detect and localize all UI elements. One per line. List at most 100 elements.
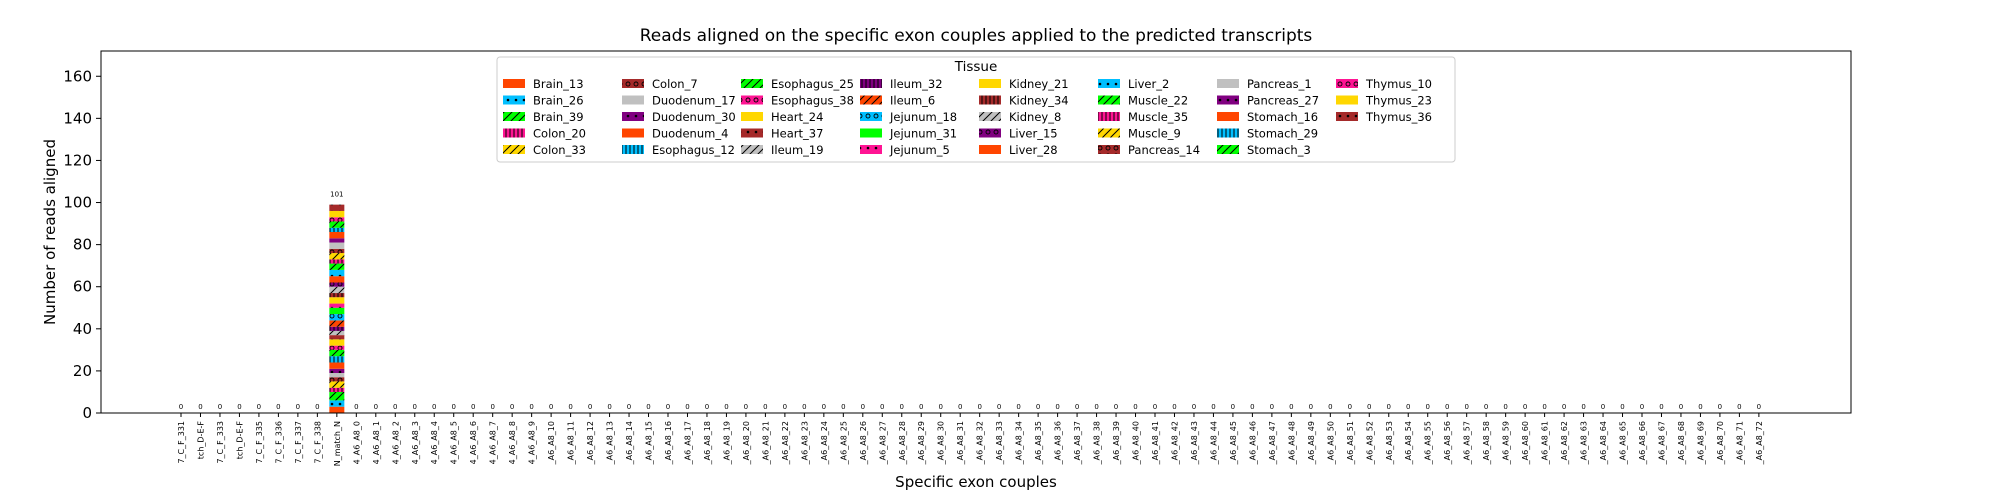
value-label: 0 xyxy=(977,403,981,411)
value-label: 0 xyxy=(1503,403,1507,411)
value-label: 0 xyxy=(393,403,397,411)
value-label: 0 xyxy=(1133,403,1137,411)
legend-swatch xyxy=(503,112,525,121)
x-tick-label: _A6_A8_64 xyxy=(1599,421,1608,465)
value-label: 0 xyxy=(1484,403,1488,411)
legend-swatch xyxy=(1098,128,1120,138)
x-tick-label: _A6_A8_59 xyxy=(1502,421,1511,465)
x-tick-label: _A6_A8_10 xyxy=(547,421,556,465)
x-tick-label: _A6_A8_55 xyxy=(1424,421,1433,465)
x-tick-label: _A6_A8_33 xyxy=(995,421,1004,465)
x-tick-label: _A6_A8_15 xyxy=(645,421,654,465)
y-tick-label: 80 xyxy=(73,236,92,254)
legend-swatch xyxy=(741,112,763,121)
x-tick-label: _A6_A8_70 xyxy=(1716,421,1725,465)
legend-swatch xyxy=(503,95,525,105)
bar-segment xyxy=(329,362,345,369)
x-tick-label: _A6_A8_72 xyxy=(1755,421,1764,465)
value-label: 101 xyxy=(330,190,343,198)
x-tick-label: _A6_A8_50 xyxy=(1326,421,1335,465)
value-label: 0 xyxy=(1620,403,1624,411)
x-tick-label: _A6_A8_17 xyxy=(683,421,692,465)
x-tick-label: tch_D-E-F xyxy=(196,421,205,460)
x-tick-label: 4_A6_A8_2 xyxy=(391,421,400,464)
legend-label: Ileum_32 xyxy=(890,77,943,91)
bar-segment xyxy=(329,297,345,304)
bar-segment xyxy=(329,253,345,260)
legend-label: Colon_20 xyxy=(533,127,586,141)
bar-segment xyxy=(329,293,345,298)
x-tick-label: _A6_A8_18 xyxy=(703,421,712,465)
legend-swatch xyxy=(1217,112,1239,121)
y-tick-label: 140 xyxy=(63,109,92,127)
bar-segment xyxy=(329,286,345,294)
legend-swatch xyxy=(503,79,525,88)
y-tick-label: 160 xyxy=(63,67,92,85)
bar-segment xyxy=(329,314,345,321)
x-tick-label: _A6_A8_25 xyxy=(839,421,848,465)
x-tick-label: _A6_A8_12 xyxy=(586,421,595,465)
bars-layer xyxy=(329,204,345,413)
value-label: 0 xyxy=(880,403,884,411)
x-tick-label: 4_A6_A8_1 xyxy=(372,421,381,464)
y-tick-label: 100 xyxy=(63,194,92,212)
bar-segment xyxy=(329,248,345,254)
value-label: 0 xyxy=(1601,403,1605,411)
legend-label: Thymus_36 xyxy=(1365,110,1432,124)
y-tick-label: 60 xyxy=(73,278,92,296)
value-label: 0 xyxy=(1250,403,1254,411)
value-label: 0 xyxy=(958,403,962,411)
bar-segment xyxy=(329,232,345,239)
value-label: 0 xyxy=(1036,403,1040,411)
x-tick-label: 4_A6_A8_0 xyxy=(352,421,361,464)
x-tick-label: _A6_A8_47 xyxy=(1268,421,1277,465)
legend-label: Kidney_21 xyxy=(1009,77,1069,91)
x-tick-label: _A6_A8_56 xyxy=(1443,421,1452,465)
legend-swatch xyxy=(979,79,1001,88)
value-label: 0 xyxy=(1094,403,1098,411)
value-label: 0 xyxy=(1698,403,1702,411)
x-tick-label: _A6_A8_40 xyxy=(1132,421,1141,465)
x-tick-label: _A6_A8_52 xyxy=(1365,421,1374,465)
plot-frame xyxy=(100,50,1852,414)
legend-swatch xyxy=(1217,145,1239,154)
legend-swatch xyxy=(1336,95,1358,105)
x-tick-label: _A6_A8_39 xyxy=(1112,421,1121,465)
legend-swatch xyxy=(1217,79,1239,88)
value-label: 0 xyxy=(257,403,261,411)
legend-label: Ileum_19 xyxy=(771,143,824,157)
x-tick-label: _A6_A8_34 xyxy=(1015,421,1024,465)
bar-segment xyxy=(329,210,345,218)
x-tick-label: _A6_A8_26 xyxy=(859,421,868,465)
value-label: 0 xyxy=(510,403,514,411)
bar-segment xyxy=(329,320,345,327)
value-label: 0 xyxy=(296,403,300,411)
value-label: 0 xyxy=(802,403,806,411)
x-axis-title: Specific exon couples xyxy=(895,473,1057,491)
x-tick-label: _A6_A8_19 xyxy=(722,421,731,465)
value-label: 0 xyxy=(1406,403,1410,411)
legend-swatch xyxy=(1098,79,1120,88)
legend-label: Pancreas_27 xyxy=(1247,94,1319,108)
legend-label: Thymus_23 xyxy=(1365,94,1432,108)
legend-swatch xyxy=(979,95,1001,105)
legend-label: Ileum_6 xyxy=(890,94,935,108)
legend-swatch xyxy=(1098,112,1120,121)
value-label: 0 xyxy=(724,403,728,411)
x-tick-label: _A6_A8_30 xyxy=(937,421,946,465)
bar-segment xyxy=(329,339,345,346)
legend-swatch xyxy=(979,128,1001,138)
value-label: 0 xyxy=(763,403,767,411)
x-tick-label: _A6_A8_37 xyxy=(1073,421,1082,465)
value-label: 0 xyxy=(1192,403,1196,411)
value-label: 0 xyxy=(783,403,787,411)
x-tick-label: _A6_A8_41 xyxy=(1151,421,1160,465)
x-tick-label: 4_A6_A8_8 xyxy=(508,421,517,464)
legend-label: Heart_24 xyxy=(771,110,823,124)
legend-label: Duodenum_4 xyxy=(652,127,728,141)
legend-label: Esophagus_25 xyxy=(771,77,854,91)
legend-label: Muscle_35 xyxy=(1128,110,1188,124)
bar-segment xyxy=(329,303,345,308)
value-label: 0 xyxy=(1562,403,1566,411)
value-label: 0 xyxy=(1542,403,1546,411)
